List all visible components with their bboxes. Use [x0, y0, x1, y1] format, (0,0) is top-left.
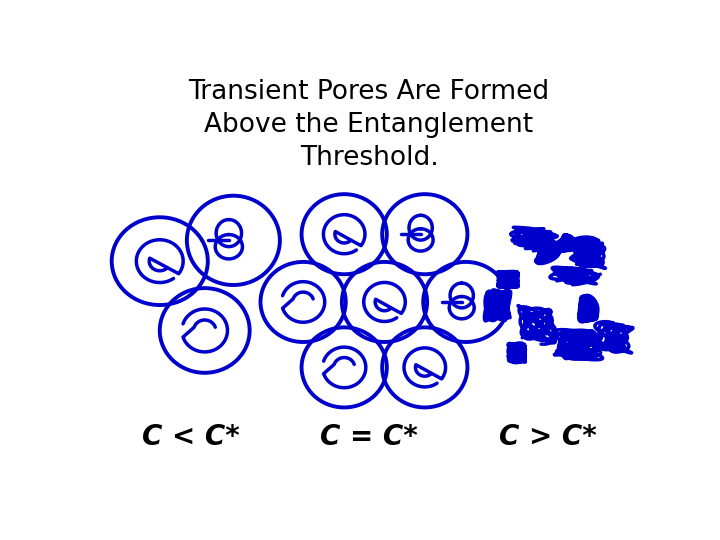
Text: Transient Pores Are Formed
Above the Entanglement
Threshold.: Transient Pores Are Formed Above the Ent… [189, 79, 549, 171]
Text: C < C*: C < C* [142, 423, 239, 451]
Text: C = C*: C = C* [320, 423, 418, 451]
Text: C > C*: C > C* [499, 423, 596, 451]
